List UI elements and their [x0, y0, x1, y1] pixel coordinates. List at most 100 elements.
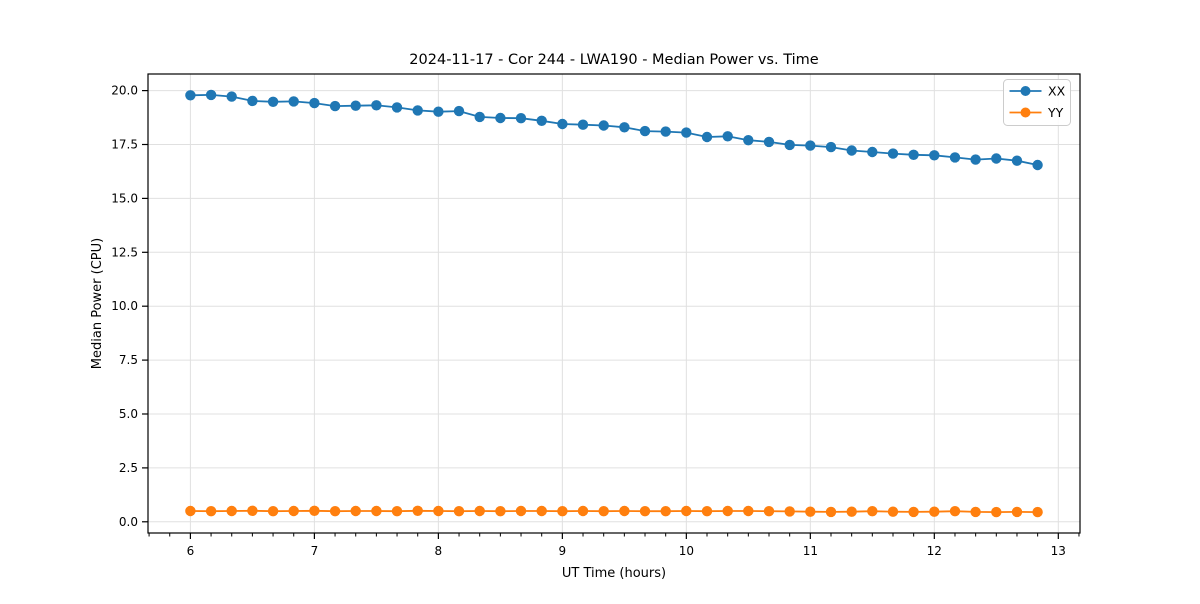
data-point-yy	[970, 506, 981, 518]
x-tick-label: 8	[435, 544, 443, 558]
data-point-yy	[267, 506, 279, 517]
legend-marker-yy-icon	[1020, 107, 1031, 118]
data-point-yy	[247, 505, 258, 516]
data-point-yy	[949, 506, 961, 517]
data-point-xx	[970, 154, 981, 165]
data-point-xx	[867, 146, 878, 158]
x-tick-label: 9	[559, 544, 567, 558]
y-tick-label: 7.5	[119, 353, 138, 367]
data-point-yy	[763, 506, 775, 517]
data-point-yy	[557, 506, 568, 517]
data-point-yy	[329, 506, 341, 517]
data-point-yy	[908, 506, 919, 518]
data-point-yy	[495, 506, 506, 517]
data-point-yy	[887, 506, 899, 517]
y-tick-label: 5.0	[119, 407, 138, 421]
data-point-xx	[226, 91, 237, 102]
data-point-yy	[371, 505, 382, 517]
data-point-yy	[577, 505, 589, 517]
data-point-yy	[1032, 506, 1043, 518]
y-tick-label: 0.0	[119, 515, 138, 529]
data-point-yy	[619, 505, 630, 517]
data-point-xx	[660, 126, 671, 137]
data-point-xx	[763, 136, 775, 148]
data-point-yy	[515, 505, 527, 517]
data-point-yy	[433, 505, 444, 517]
x-tick-label: 6	[187, 544, 195, 558]
data-point-xx	[267, 96, 279, 108]
data-point-yy	[722, 505, 733, 517]
data-point-yy	[391, 506, 403, 517]
data-point-xx	[515, 113, 527, 124]
data-point-yy	[681, 505, 692, 517]
data-point-xx	[598, 120, 609, 131]
y-tick-label: 2.5	[119, 461, 138, 475]
data-point-xx	[309, 97, 320, 109]
data-point-yy	[288, 505, 299, 517]
data-point-xx	[887, 148, 899, 159]
data-point-yy	[536, 505, 547, 517]
axes: 6 7 8 9 10 11 12 13 0.0 2.5 5.0 7.5 10.0 12.5 15.0 17.5…	[111, 73, 1081, 558]
data-point-xx	[453, 105, 465, 117]
data-point-yy	[701, 506, 713, 517]
data-point-xx	[1032, 159, 1043, 171]
data-point-xx	[577, 119, 589, 130]
data-point-xx	[185, 90, 196, 101]
data-point-xx	[805, 140, 816, 151]
data-point-xx	[205, 89, 217, 101]
data-point-yy	[350, 505, 361, 517]
data-point-xx	[681, 127, 692, 138]
data-point-yy	[226, 505, 237, 517]
data-point-xx	[474, 111, 485, 123]
data-point-xx	[991, 153, 1002, 164]
data-point-xx	[784, 139, 795, 151]
y-tick-label: 15.0	[111, 191, 138, 205]
data-point-yy	[185, 505, 196, 517]
data-point-xx	[929, 150, 940, 161]
legend-entry-xx: XX	[1009, 84, 1066, 99]
y-tick-label: 20.0	[111, 84, 138, 98]
data-point-xx	[619, 122, 630, 133]
x-tick-label: 13	[1051, 544, 1066, 558]
data-point-yy	[784, 506, 795, 517]
data-point-xx	[743, 135, 754, 146]
data-point-yy	[639, 506, 651, 517]
data-point-yy	[453, 506, 465, 517]
data-point-yy	[1011, 506, 1023, 518]
data-point-yy	[805, 506, 816, 517]
y-tick-label: 10.0	[111, 299, 138, 313]
data-point-xx	[288, 96, 299, 107]
data-point-xx	[495, 112, 506, 124]
y-tick-label: 12.5	[111, 245, 138, 259]
data-point-xx	[536, 115, 547, 127]
x-axis-label: UT Time (hours)	[562, 566, 666, 581]
plot-border	[147, 73, 1081, 534]
data-point-xx	[639, 125, 651, 137]
data-point-yy	[867, 506, 878, 517]
data-point-xx	[371, 100, 382, 111]
data-point-yy	[205, 506, 217, 517]
data-point-yy	[846, 506, 857, 517]
data-point-xx	[433, 106, 444, 117]
data-point-xx	[391, 102, 403, 113]
legend: XX YY	[1003, 79, 1071, 126]
data-point-yy	[474, 505, 485, 517]
data-point-xx	[825, 141, 837, 153]
x-tick-label: 11	[803, 544, 818, 558]
data-point-yy	[412, 505, 423, 516]
data-point-xx	[329, 100, 341, 112]
data-point-yy	[660, 506, 671, 517]
data-point-yy	[929, 506, 940, 517]
data-point-xx	[412, 105, 423, 116]
data-point-yy	[991, 506, 1002, 518]
data-point-xx	[846, 145, 857, 156]
legend-label-xx: XX	[1048, 84, 1066, 99]
data-point-xx	[350, 100, 361, 111]
data-point-yy	[743, 505, 754, 517]
data-point-yy	[825, 506, 837, 518]
legend-entry-yy: YY	[1009, 105, 1064, 120]
data-point-xx	[557, 118, 568, 130]
y-axis-label: Median Power (CPU)	[90, 238, 105, 369]
